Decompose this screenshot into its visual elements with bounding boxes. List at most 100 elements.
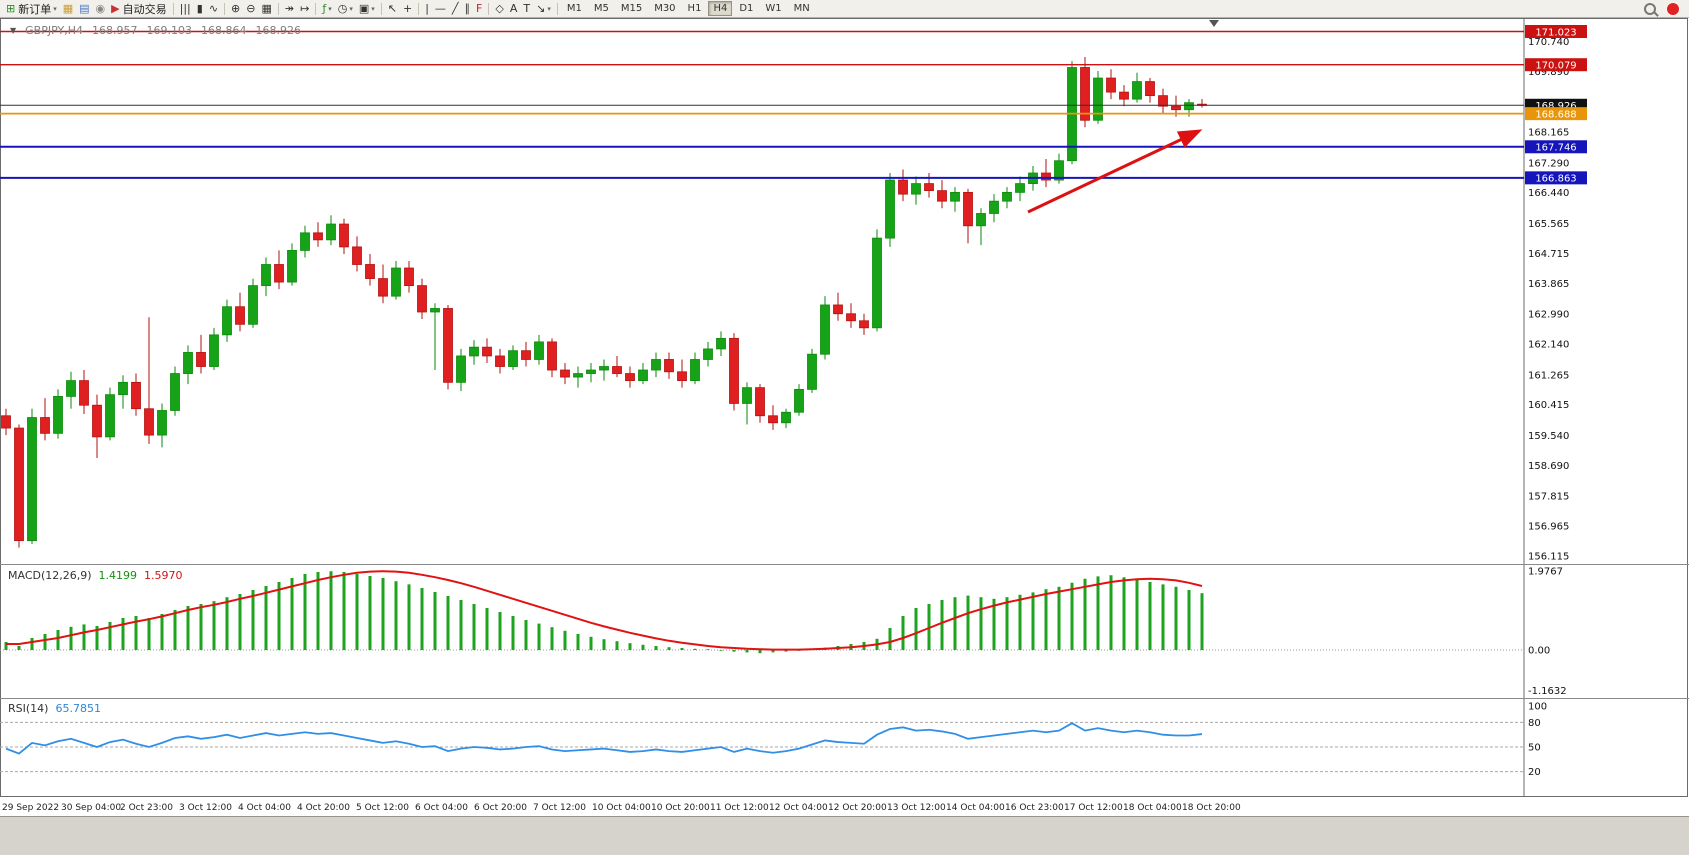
line-chart-button[interactable]: ∿ xyxy=(206,1,221,16)
market-watch-button[interactable]: ▦ xyxy=(60,1,76,16)
line-chart-icon: ∿ xyxy=(208,2,219,15)
svg-text:3 Oct 12:00: 3 Oct 12:00 xyxy=(179,803,232,813)
svg-text:12 Oct 04:00: 12 Oct 04:00 xyxy=(769,803,828,813)
svg-text:50: 50 xyxy=(1528,743,1541,754)
trendline-icon: ╱ xyxy=(451,2,459,15)
search-icon[interactable] xyxy=(1644,2,1656,15)
rsi-line xyxy=(5,722,1203,755)
svg-text:12 Oct 20:00: 12 Oct 20:00 xyxy=(828,803,887,813)
toolbar-right xyxy=(1644,1,1686,16)
horizontal-line-button[interactable]: — xyxy=(432,1,449,16)
timeframe-m30-button[interactable]: M30 xyxy=(654,3,676,14)
ohlc-low: 168.864 xyxy=(200,24,247,37)
svg-text:6 Oct 04:00: 6 Oct 04:00 xyxy=(415,803,468,813)
toolbar-separator xyxy=(418,2,420,15)
macd-name: MACD(12,26,9) xyxy=(8,569,92,582)
svg-text:168.688: 168.688 xyxy=(1535,109,1576,120)
indicators-button[interactable]: ƒ ▾ xyxy=(319,1,334,16)
cursor-button[interactable]: ↖ xyxy=(385,1,400,16)
time-axis: 29 Sep 2022 30 Sep 04:002 Oct 23:00 3 Oct … xyxy=(2,803,1241,813)
svg-text:29 Sep 2022: 29 Sep 2022 xyxy=(2,803,59,813)
toolbar-separator xyxy=(556,2,558,15)
vertical-line-button[interactable]: | xyxy=(422,1,432,16)
dropdown-arrow-icon: ▾ xyxy=(371,4,375,13)
support-line-badge xyxy=(1525,171,1587,185)
svg-text:-1.1632: -1.1632 xyxy=(1528,686,1567,697)
text-label-icon: T xyxy=(523,2,531,15)
autotrade-button[interactable]: ▶ 自动交易 xyxy=(108,1,169,16)
new-order-button[interactable]: ⊞ 新订单 ▾ xyxy=(3,1,60,16)
channel-button[interactable]: ∥ xyxy=(462,1,474,16)
crosshair-button[interactable]: + xyxy=(400,1,415,16)
periods-button[interactable]: ◷ ▾ xyxy=(335,1,356,16)
trendline-button[interactable]: ╱ xyxy=(449,1,462,16)
data-window-icon: ▤ xyxy=(79,2,90,15)
fibonacci-button[interactable]: F xyxy=(473,1,485,16)
arrows-button[interactable]: ↘ ▾ xyxy=(533,1,554,16)
svg-text:163.865: 163.865 xyxy=(1528,279,1569,290)
svg-text:162.990: 162.990 xyxy=(1528,310,1569,321)
rsi-indicator-label: RSI(14) 65.7851 xyxy=(8,702,101,715)
timeframe-d1-button[interactable]: D1 xyxy=(739,3,754,14)
resistance-line-badge xyxy=(1525,58,1587,72)
auto-scroll-button[interactable]: ↠ xyxy=(282,1,297,16)
toolbar-separator xyxy=(315,2,317,15)
svg-text:0.00: 0.00 xyxy=(1528,646,1550,657)
svg-text:10 Oct 04:00: 10 Oct 04:00 xyxy=(592,803,651,813)
timeframe-mn-button[interactable]: MN xyxy=(793,3,810,14)
dropdown-arrow-icon: ▾ xyxy=(547,4,551,13)
navigator-button[interactable]: ◉ xyxy=(93,1,109,16)
text-button[interactable]: A xyxy=(507,1,521,16)
chart-canvas[interactable]: 170.740 169.890 168.165 167.290 166.440 165.5… xyxy=(0,0,1689,816)
templates-button[interactable]: ▣ ▾ xyxy=(356,1,378,16)
autotrade-icon: ▶ xyxy=(111,2,120,15)
support-line-badge xyxy=(1525,140,1587,154)
candlestick-chart-button[interactable]: ▮ xyxy=(194,1,206,16)
macd-indicator-label: MACD(12,26,9) 1.4199 1.5970 xyxy=(8,569,183,582)
market-watch-icon: ▦ xyxy=(62,2,74,15)
svg-text:16 Oct 23:00: 16 Oct 23:00 xyxy=(1005,803,1064,813)
data-window-button[interactable]: ▤ xyxy=(76,1,92,16)
indicators-icon: ƒ xyxy=(322,2,327,15)
collapse-triangle-icon[interactable]: ▼ xyxy=(10,26,17,35)
svg-text:18 Oct 04:00: 18 Oct 04:00 xyxy=(1123,803,1182,813)
macd-main-value: 1.4199 xyxy=(98,569,138,582)
svg-text:13 Oct 12:00: 13 Oct 12:00 xyxy=(887,803,946,813)
bar-chart-button[interactable]: ||| xyxy=(177,1,194,16)
macd-axis: 1.9767 0.00 -1.1632 xyxy=(1528,566,1567,697)
timeframe-m1-button[interactable]: M1 xyxy=(566,3,582,14)
timeframe-m5-button[interactable]: M5 xyxy=(593,3,609,14)
symbol-period-label: GBPJPY,H4 xyxy=(25,24,83,37)
toolbar-separator xyxy=(380,2,382,15)
tile-windows-button[interactable]: ▦ xyxy=(258,1,274,16)
timeframe-h1-button[interactable]: H1 xyxy=(687,3,702,14)
timeframe-w1-button[interactable]: W1 xyxy=(765,3,782,14)
arrows-icon: ↘ xyxy=(536,2,546,15)
svg-text:100: 100 xyxy=(1528,702,1547,713)
shapes-icon: ◇ xyxy=(495,2,504,15)
auto-scroll-icon: ↠ xyxy=(284,2,295,15)
svg-text:14 Oct 04:00: 14 Oct 04:00 xyxy=(946,803,1005,813)
ohlc-high: 169.103 xyxy=(146,24,192,37)
zoom-out-button[interactable]: ⊖ xyxy=(243,1,258,16)
crosshair-icon: + xyxy=(402,2,413,15)
svg-text:166.440: 166.440 xyxy=(1528,188,1569,199)
notification-dot-icon[interactable] xyxy=(1666,1,1680,16)
chart-shift-button[interactable]: ↦ xyxy=(297,1,312,16)
text-label-button[interactable]: T xyxy=(520,1,533,16)
dropdown-arrow-icon: ▾ xyxy=(328,4,332,13)
trend-arrow-object[interactable] xyxy=(1027,129,1203,214)
shapes-button[interactable]: ◇ xyxy=(492,1,506,16)
svg-text:160.415: 160.415 xyxy=(1528,400,1569,411)
chart-shift-marker-icon[interactable] xyxy=(1209,20,1219,27)
svg-text:171.023: 171.023 xyxy=(1535,27,1576,38)
svg-text:20: 20 xyxy=(1528,767,1541,778)
svg-text:170.079: 170.079 xyxy=(1535,61,1576,72)
timeframe-m15-button[interactable]: M15 xyxy=(620,3,643,14)
svg-text:18 Oct 20:00: 18 Oct 20:00 xyxy=(1182,803,1241,813)
cursor-icon: ↖ xyxy=(387,2,397,15)
zoom-in-button[interactable]: ⊕ xyxy=(228,1,243,16)
tile-windows-icon: ▦ xyxy=(261,2,272,15)
timeframe-h4-button[interactable]: H4 xyxy=(708,1,733,16)
svg-text:158.690: 158.690 xyxy=(1528,461,1569,472)
